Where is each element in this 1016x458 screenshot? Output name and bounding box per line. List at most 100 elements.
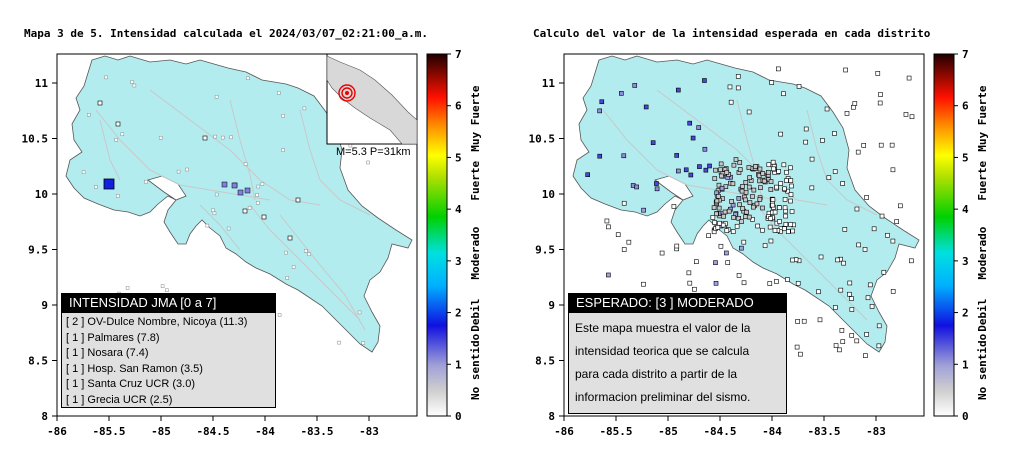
district-marker — [729, 199, 734, 204]
expected-intensity-header: ESPERADO: [3 ] MODERADO — [568, 293, 787, 313]
district-marker — [841, 260, 846, 266]
district-marker — [739, 188, 745, 194]
district-marker — [877, 100, 883, 106]
district-marker — [721, 213, 726, 219]
district-marker — [740, 184, 745, 189]
station-entry: [ 2 ] OV-Dulce Nombre, Nicoya (11.3) — [62, 315, 275, 331]
district-marker — [788, 178, 794, 183]
colorbar-tick-label: 3 — [455, 255, 462, 268]
epicenter-icon — [338, 84, 356, 102]
district-marker — [746, 109, 752, 115]
intensity-class-label: Muy Fuerte — [469, 85, 482, 152]
y-tick-label: 9.5 — [535, 244, 555, 257]
district-markers — [585, 66, 915, 358]
colorbar-tick-label: 2 — [455, 307, 462, 320]
colorbar-tick-label: 0 — [962, 410, 969, 423]
district-marker — [878, 142, 884, 148]
y-tick-label: 8.5 — [28, 355, 48, 368]
station-marker — [214, 95, 219, 99]
colorbar-tick-label: 1 — [455, 358, 462, 371]
intensity-class-label: Fuerte — [976, 160, 989, 200]
district-marker — [650, 140, 656, 145]
district-marker — [770, 197, 776, 202]
station-marker — [202, 135, 208, 141]
district-marker — [869, 304, 875, 309]
district-marker — [832, 169, 838, 174]
district-marker — [621, 200, 627, 206]
station-marker — [337, 340, 341, 345]
district-marker — [871, 226, 877, 232]
district-marker — [833, 343, 839, 348]
district-marker — [782, 186, 787, 192]
station-marker — [132, 83, 137, 88]
district-marker — [909, 258, 914, 264]
district-marker — [778, 181, 784, 186]
station-marker — [160, 284, 165, 288]
district-marker — [716, 205, 722, 211]
station-level: [ 1 ] — [66, 378, 85, 390]
y-tick-label: 11 — [35, 77, 49, 90]
colorbar-tick-label: 5 — [455, 151, 462, 164]
district-marker — [736, 215, 742, 221]
district-marker — [854, 206, 860, 212]
intensity-class-label: Debil — [976, 299, 989, 332]
district-marker — [736, 273, 742, 278]
colorbar-tick-label: 6 — [455, 100, 462, 113]
district-marker — [855, 149, 861, 155]
district-marker — [716, 182, 722, 188]
district-marker — [713, 280, 719, 286]
district-marker — [757, 197, 763, 202]
district-marker — [744, 209, 749, 215]
district-marker — [840, 339, 846, 344]
station-marker — [361, 341, 365, 345]
district-marker — [743, 180, 749, 185]
station-marker — [213, 134, 217, 139]
district-marker — [675, 168, 681, 174]
colorbar-tick-label: 4 — [455, 203, 462, 216]
x-tick-label: -84 — [762, 425, 782, 438]
district-marker — [693, 259, 699, 264]
district-marker — [789, 183, 794, 189]
district-marker — [776, 169, 781, 174]
x-tick-label: -84.5 — [703, 425, 736, 438]
district-marker — [683, 167, 689, 173]
district-marker — [770, 202, 775, 208]
station-name: OV-Dulce Nombre, Nicoya (11.3) — [84, 316, 248, 328]
district-marker — [881, 269, 887, 275]
district-marker — [746, 214, 752, 220]
district-marker — [843, 67, 848, 73]
district-marker — [755, 223, 761, 229]
station-marker — [244, 187, 251, 194]
district-marker — [743, 189, 749, 195]
district-marker — [734, 223, 740, 229]
district-marker — [820, 138, 825, 143]
district-marker — [771, 166, 776, 172]
station-marker — [120, 132, 125, 136]
district-marker — [724, 170, 730, 175]
description-line: intensidad teorica que se calcula — [575, 344, 750, 358]
district-marker — [599, 99, 605, 105]
district-marker — [849, 296, 854, 301]
district-marker — [675, 87, 681, 93]
district-marker — [597, 108, 603, 114]
district-marker — [737, 202, 742, 208]
district-marker — [621, 247, 627, 252]
station-marker — [115, 121, 121, 127]
y-tick-label: 10.5 — [22, 133, 49, 146]
station-marker — [226, 226, 231, 231]
station-marker — [212, 211, 217, 216]
station-marker — [287, 235, 293, 241]
station-marker — [247, 206, 252, 210]
station-level: [ 1 ] — [66, 393, 85, 406]
station-name: Palmares (7.8) — [84, 331, 160, 344]
district-marker — [867, 282, 873, 288]
district-marker — [751, 204, 756, 210]
district-marker — [760, 227, 765, 233]
x-tick-label: -85.5 — [599, 425, 632, 438]
district-marker — [798, 351, 803, 357]
station-marker — [302, 106, 307, 111]
district-marker — [842, 227, 848, 232]
district-marker — [761, 178, 767, 184]
district-marker — [724, 228, 730, 233]
station-marker — [94, 185, 98, 189]
